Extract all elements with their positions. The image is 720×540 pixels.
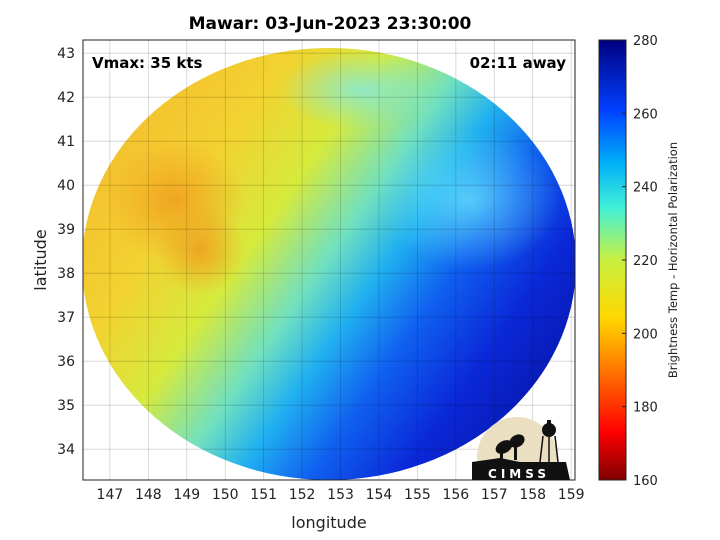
x-tick-label: 155 bbox=[404, 487, 431, 503]
x-tick-label: 147 bbox=[97, 487, 124, 503]
colorbar-tick-label: 260 bbox=[633, 107, 658, 122]
cimss-logo-text: CIMSS bbox=[488, 467, 550, 481]
chart-title: Mawar: 03-Jun-2023 23:30:00 bbox=[189, 14, 472, 34]
colorbar-tick-label: 240 bbox=[633, 181, 658, 196]
x-tick-label: 150 bbox=[212, 487, 239, 503]
swath-field bbox=[83, 48, 575, 480]
satellite-dish-icon bbox=[495, 434, 525, 461]
x-tick-label: 151 bbox=[250, 487, 277, 503]
colorbar-tick-label: 220 bbox=[633, 254, 658, 269]
y-tick-label: 39 bbox=[57, 222, 75, 238]
x-tick-labels: 147 148 149 150 151 152 153 154 155 156 157 158 159 bbox=[97, 487, 585, 503]
colorbar bbox=[598, 39, 627, 481]
y-tick-label: 37 bbox=[57, 310, 75, 326]
y-tick-label: 34 bbox=[57, 442, 75, 458]
colorbar-tick-label: 200 bbox=[633, 327, 658, 342]
y-tick-label: 38 bbox=[57, 266, 75, 282]
x-tick-label: 152 bbox=[289, 487, 316, 503]
y-tick-label: 42 bbox=[57, 90, 75, 106]
axes-frame bbox=[82, 39, 576, 481]
time-away-label: 02:11 away bbox=[470, 54, 567, 72]
y-tick-labels: 34 35 36 37 38 39 40 41 42 43 bbox=[57, 46, 75, 458]
x-tick-label: 154 bbox=[366, 487, 393, 503]
y-tick-label: 41 bbox=[57, 134, 75, 150]
x-tick-label: 156 bbox=[442, 487, 469, 503]
y-tick-label: 43 bbox=[57, 46, 75, 62]
warm-region-2 bbox=[155, 205, 245, 295]
colorbar-tick-label: 280 bbox=[633, 34, 658, 49]
x-tick-label: 153 bbox=[327, 487, 354, 503]
cool-region-2 bbox=[280, 50, 440, 130]
y-axis-label: latitude bbox=[31, 229, 50, 290]
vmax-label: Vmax: 35 kts bbox=[92, 54, 202, 72]
x-tick-label: 157 bbox=[481, 487, 508, 503]
y-tick-label: 40 bbox=[57, 178, 75, 194]
colorbar-ticks: 160 180 200 220 240 260 280 bbox=[622, 34, 658, 489]
y-tick-label: 35 bbox=[57, 398, 75, 414]
grid-lines bbox=[83, 40, 575, 480]
y-tick-label: 36 bbox=[57, 354, 75, 370]
x-axis-label: longitude bbox=[291, 513, 366, 532]
x-tick-label: 158 bbox=[519, 487, 546, 503]
colorbar-tick-label: 160 bbox=[633, 474, 658, 489]
colorbar-tick-label: 180 bbox=[633, 401, 658, 416]
cimss-logo: CIMSS bbox=[472, 417, 570, 481]
cool-region bbox=[380, 130, 560, 270]
water-tower-icon bbox=[539, 420, 559, 463]
x-tick-label: 149 bbox=[173, 487, 200, 503]
colorbar-label: Brightness Temp - Horizontal Polarizatio… bbox=[666, 142, 680, 378]
x-tick-label: 159 bbox=[558, 487, 585, 503]
x-tick-label: 148 bbox=[135, 487, 162, 503]
